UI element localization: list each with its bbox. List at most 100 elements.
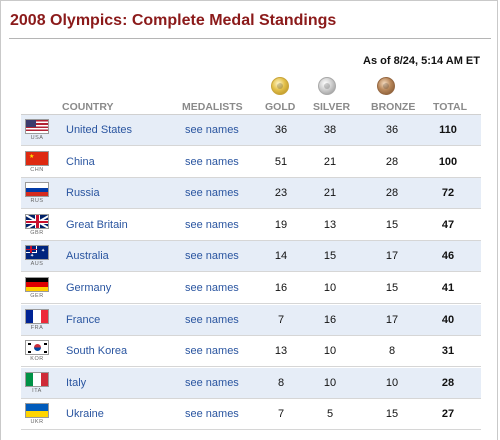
table-row: ★ CHN China see names 51 21 28 100 bbox=[21, 147, 481, 178]
country-link[interactable]: China bbox=[66, 155, 95, 168]
gold-count: 8 bbox=[277, 376, 285, 389]
table-row: ITA Italy see names 8 10 10 28 bbox=[21, 367, 481, 399]
total-count: 41 bbox=[441, 282, 455, 294]
bronze-count: 36 bbox=[385, 124, 399, 136]
gold-count: 51 bbox=[274, 155, 288, 168]
bronze-count: 8 bbox=[388, 345, 396, 358]
country-code: RUS bbox=[30, 198, 44, 205]
gold-count: 19 bbox=[274, 218, 288, 231]
country-link[interactable]: Ukraine bbox=[66, 408, 104, 421]
total-count: 47 bbox=[441, 218, 455, 231]
country-link[interactable]: Italy bbox=[66, 376, 87, 389]
gold-count: 23 bbox=[274, 187, 288, 200]
page-title: 2008 Olympics: Complete Medal Standings bbox=[10, 12, 337, 29]
country-link[interactable]: Great Britain bbox=[66, 218, 128, 231]
total-count: 110 bbox=[439, 124, 457, 136]
header-bronze: BRONZE bbox=[371, 101, 416, 113]
see-names-link[interactable]: see names bbox=[185, 155, 239, 168]
country-link[interactable]: France bbox=[66, 313, 101, 326]
header-total: TOTAL bbox=[433, 101, 468, 113]
country-link[interactable]: Russia bbox=[66, 187, 100, 200]
silver-count: 16 bbox=[323, 313, 337, 326]
gold-count: 36 bbox=[274, 124, 288, 136]
see-names-link[interactable]: see names bbox=[185, 376, 239, 389]
see-names-link[interactable]: see names bbox=[185, 250, 239, 263]
header-divider bbox=[21, 114, 481, 115]
gold-count: 13 bbox=[274, 345, 288, 358]
silver-count: 21 bbox=[323, 187, 337, 200]
bronze-count: 15 bbox=[385, 408, 399, 421]
flag-kor-icon bbox=[25, 340, 49, 356]
gold-medal-icon bbox=[271, 77, 289, 95]
country-code: USA bbox=[30, 135, 44, 141]
country-code: KOR bbox=[30, 356, 44, 363]
silver-count: 5 bbox=[326, 408, 334, 421]
bronze-count: 28 bbox=[385, 187, 399, 200]
country-link[interactable]: South Korea bbox=[66, 345, 128, 358]
flag-fra-icon bbox=[25, 308, 49, 324]
flag-chn-icon: ★ bbox=[25, 150, 49, 166]
table-row: GER Germany see names 16 10 15 41 bbox=[21, 273, 481, 304]
see-names-link[interactable]: see names bbox=[185, 218, 239, 231]
table-row: FRA France see names 7 16 17 40 bbox=[21, 304, 481, 336]
country-link[interactable]: United States bbox=[66, 124, 133, 136]
silver-count: 10 bbox=[323, 345, 337, 358]
bronze-count: 15 bbox=[385, 218, 399, 231]
table-row: RUS Russia see names 23 21 28 72 bbox=[21, 178, 481, 210]
header-gold: GOLD bbox=[265, 101, 296, 113]
gold-count: 7 bbox=[277, 313, 285, 326]
total-count: 72 bbox=[441, 187, 455, 200]
table-row: KOR South Korea see names 13 10 8 31 bbox=[21, 336, 481, 368]
country-code: ITA bbox=[32, 387, 42, 394]
country-code: CHN bbox=[30, 166, 44, 173]
silver-count: 10 bbox=[323, 376, 337, 389]
silver-count: 10 bbox=[323, 282, 337, 294]
silver-count: 21 bbox=[323, 155, 337, 168]
silver-count: 15 bbox=[323, 250, 337, 263]
flag-gbr-icon bbox=[25, 213, 49, 229]
bronze-count: 15 bbox=[385, 282, 399, 294]
bronze-count: 28 bbox=[385, 155, 399, 168]
table-row: ✦ ✦ AUS Australia see names 14 15 17 46 bbox=[21, 241, 481, 273]
country-code: GER bbox=[30, 293, 44, 299]
see-names-link[interactable]: see names bbox=[185, 187, 239, 200]
gold-count: 7 bbox=[277, 408, 285, 421]
flag-ger-icon bbox=[25, 277, 49, 292]
total-count: 46 bbox=[441, 250, 455, 263]
table-row: GBR Great Britain see names 19 13 15 47 bbox=[21, 210, 481, 241]
total-count: 27 bbox=[441, 408, 455, 421]
silver-count: 38 bbox=[323, 124, 337, 136]
country-code: FRA bbox=[30, 324, 44, 331]
header-medalists: MEDALISTS bbox=[182, 101, 243, 113]
see-names-link[interactable]: see names bbox=[185, 345, 239, 358]
country-link[interactable]: Australia bbox=[66, 250, 109, 263]
bronze-medal-icon bbox=[377, 77, 395, 95]
see-names-link[interactable]: see names bbox=[185, 124, 239, 136]
country-code: UKR bbox=[30, 419, 44, 426]
as-of-timestamp: As of 8/24, 5:14 AM ET bbox=[363, 55, 480, 67]
flag-ita-icon bbox=[25, 371, 49, 387]
country-code: GBR bbox=[30, 229, 44, 236]
flag-usa-icon bbox=[25, 119, 49, 134]
title-divider bbox=[9, 38, 491, 39]
see-names-link[interactable]: see names bbox=[185, 282, 239, 294]
total-count: 40 bbox=[441, 313, 455, 326]
see-names-link[interactable]: see names bbox=[185, 313, 239, 326]
gold-count: 16 bbox=[274, 282, 288, 294]
country-link[interactable]: Germany bbox=[66, 282, 112, 294]
see-names-link[interactable]: see names bbox=[185, 408, 239, 421]
total-count: 100 bbox=[438, 155, 458, 168]
bronze-count: 10 bbox=[385, 376, 399, 389]
bronze-count: 17 bbox=[385, 250, 399, 263]
country-code: AUS bbox=[30, 261, 44, 268]
total-count: 31 bbox=[441, 345, 455, 358]
flag-aus-icon: ✦ ✦ bbox=[25, 245, 49, 261]
header-silver: SILVER bbox=[313, 101, 351, 113]
flag-rus-icon bbox=[25, 182, 49, 198]
silver-count: 13 bbox=[323, 218, 337, 231]
bronze-count: 17 bbox=[385, 313, 399, 326]
silver-medal-icon bbox=[318, 77, 336, 95]
gold-count: 14 bbox=[274, 250, 288, 263]
header-country: COUNTRY bbox=[62, 101, 114, 113]
